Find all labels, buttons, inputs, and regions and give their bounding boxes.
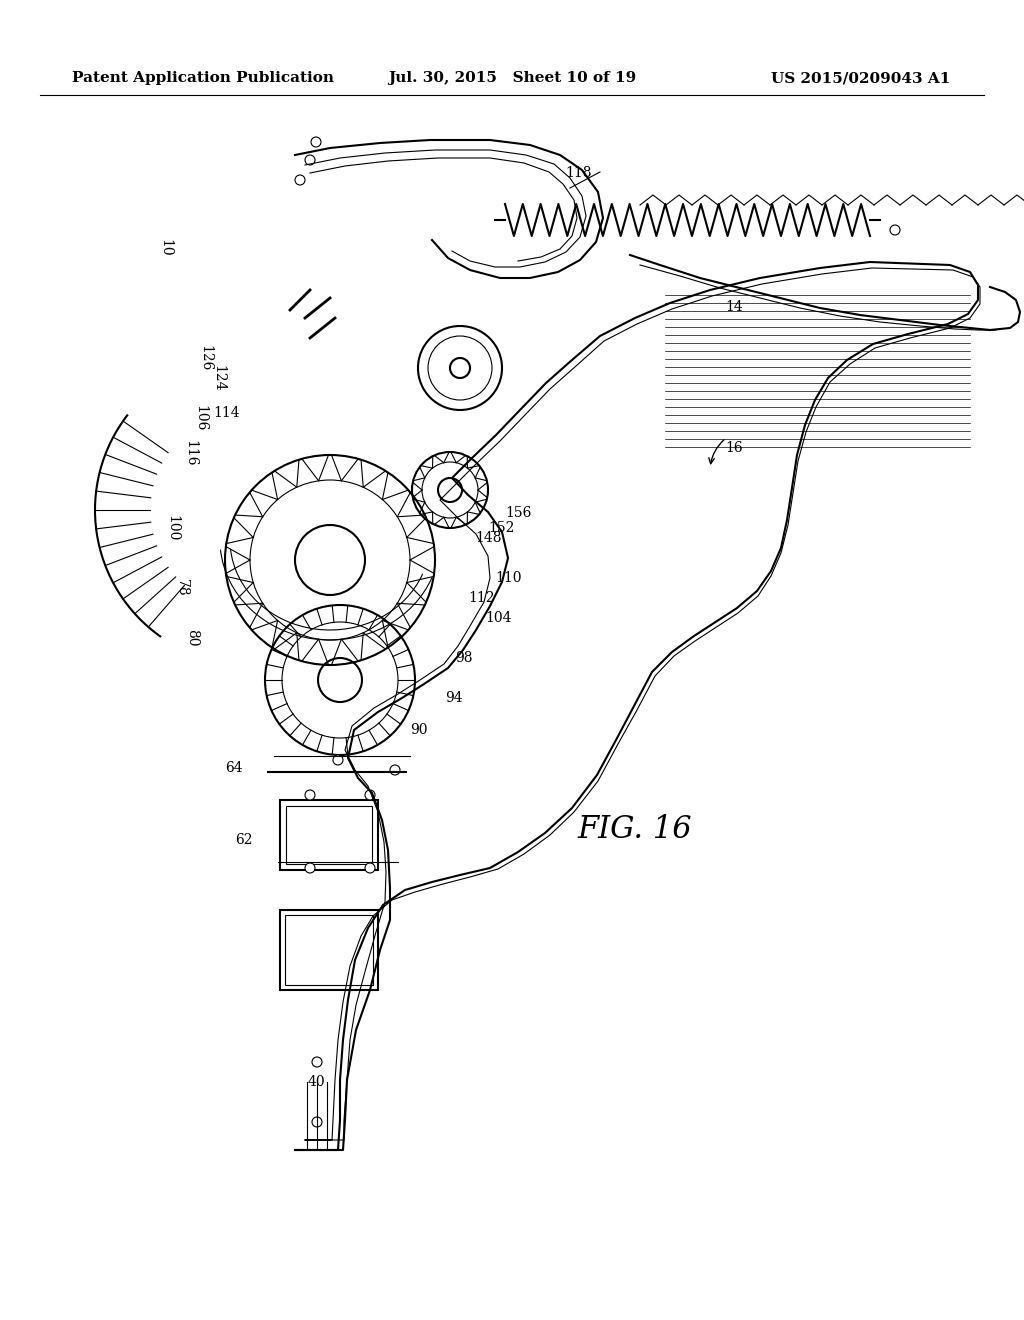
- Text: 64: 64: [225, 762, 243, 775]
- Bar: [286, 807, 372, 865]
- Circle shape: [312, 1117, 322, 1127]
- Bar: [280, 909, 378, 990]
- Text: 112: 112: [468, 591, 495, 605]
- Circle shape: [311, 137, 321, 147]
- Text: 124: 124: [211, 364, 225, 391]
- Text: 10: 10: [158, 239, 172, 257]
- Text: 98: 98: [455, 651, 472, 665]
- Text: 116: 116: [183, 440, 197, 466]
- Text: 156: 156: [505, 506, 531, 520]
- Circle shape: [890, 224, 900, 235]
- Text: 100: 100: [165, 515, 179, 541]
- Text: 90: 90: [410, 723, 427, 737]
- Circle shape: [305, 863, 315, 873]
- Text: 126: 126: [198, 345, 212, 371]
- Bar: [285, 915, 373, 985]
- Text: 106: 106: [193, 405, 207, 432]
- Text: 94: 94: [445, 690, 463, 705]
- Text: 152: 152: [488, 521, 514, 535]
- Text: 148: 148: [475, 531, 502, 545]
- Text: 16: 16: [725, 441, 742, 455]
- Text: 78: 78: [175, 579, 189, 597]
- Text: 40: 40: [308, 1074, 326, 1089]
- Text: 118: 118: [565, 166, 592, 180]
- Text: 114: 114: [213, 407, 240, 420]
- Circle shape: [333, 755, 343, 766]
- Circle shape: [390, 766, 400, 775]
- Text: FIG. 16: FIG. 16: [578, 814, 692, 846]
- Text: 62: 62: [234, 833, 253, 847]
- Bar: [280, 800, 378, 870]
- Circle shape: [295, 176, 305, 185]
- Text: US 2015/0209043 A1: US 2015/0209043 A1: [771, 71, 950, 84]
- Text: Jul. 30, 2015   Sheet 10 of 19: Jul. 30, 2015 Sheet 10 of 19: [388, 71, 636, 84]
- Text: 80: 80: [185, 630, 199, 647]
- Text: 110: 110: [495, 572, 521, 585]
- Circle shape: [365, 863, 375, 873]
- Text: 104: 104: [485, 611, 512, 624]
- Circle shape: [305, 789, 315, 800]
- Circle shape: [312, 1057, 322, 1067]
- Text: Patent Application Publication: Patent Application Publication: [72, 71, 334, 84]
- Text: 14: 14: [725, 300, 742, 314]
- Circle shape: [365, 789, 375, 800]
- Circle shape: [305, 154, 315, 165]
